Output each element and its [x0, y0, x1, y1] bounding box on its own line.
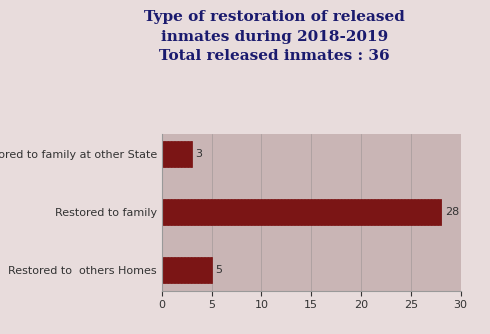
Text: 28: 28 — [444, 207, 459, 217]
Text: Type of restoration of released
inmates during 2018-2019
Total released inmates : Type of restoration of released inmates … — [144, 10, 405, 63]
Bar — [162, 199, 441, 225]
Bar — [162, 141, 192, 167]
Text: 3: 3 — [196, 149, 202, 159]
Bar — [162, 257, 212, 284]
Text: 5: 5 — [216, 265, 222, 275]
